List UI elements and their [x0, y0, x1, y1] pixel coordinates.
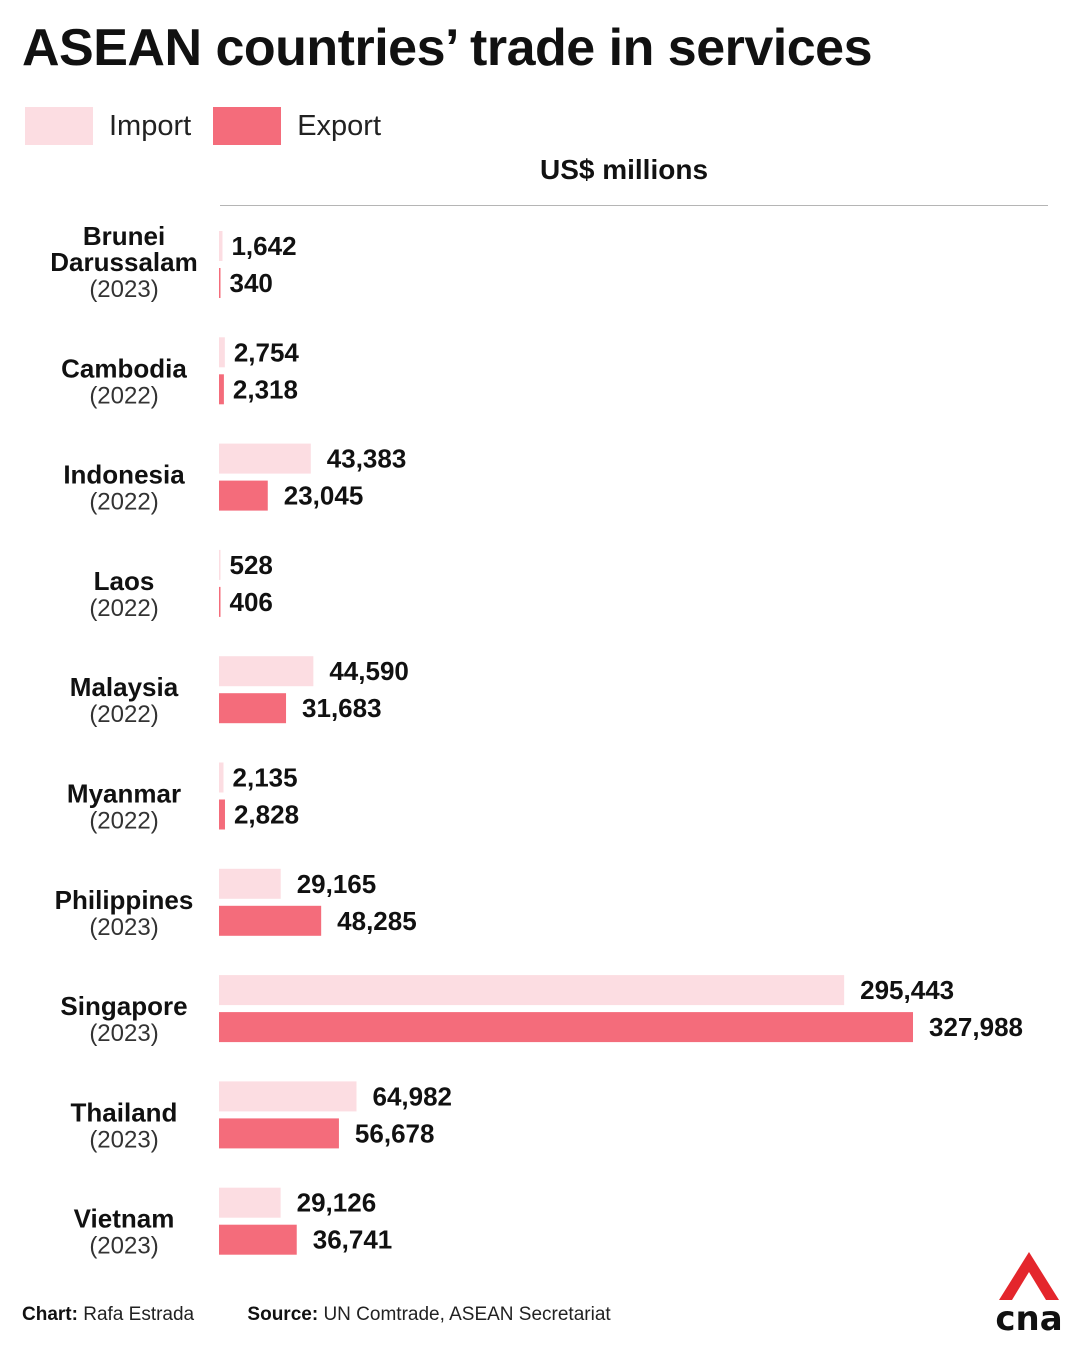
data-label-import: 2,754 — [234, 337, 300, 367]
data-label-export: 406 — [230, 587, 273, 617]
cna-logo: cna — [996, 1252, 1062, 1334]
chart-title: ASEAN countries’ trade in services — [22, 19, 873, 77]
category-label: Vietnam — [74, 1204, 175, 1234]
data-label-export: 56,678 — [355, 1118, 435, 1148]
bar-import — [219, 1187, 281, 1218]
data-label-export: 23,045 — [284, 481, 364, 511]
category-year-label: (2022) — [89, 595, 158, 622]
data-label-export: 31,683 — [302, 693, 382, 723]
data-label-import: 528 — [230, 550, 273, 580]
bar-import — [219, 231, 223, 261]
bar-import — [219, 762, 224, 793]
bar-import — [219, 656, 314, 687]
bar-import — [219, 868, 281, 899]
category-label: Philippines — [55, 885, 194, 915]
data-label-export: 36,741 — [313, 1225, 393, 1255]
category-label: Indonesia — [63, 460, 185, 490]
category-group: Philippines(2023) 29,165 48,285 — [55, 868, 417, 941]
data-label-import: 2,135 — [233, 763, 298, 793]
category-group: Myanmar(2022) 2,135 2,828 — [67, 762, 299, 835]
bar-export — [219, 905, 322, 936]
data-label-export: 340 — [230, 268, 273, 298]
bar-export — [219, 1118, 339, 1149]
category-label: Cambodia — [61, 353, 187, 383]
bar-export — [219, 374, 224, 405]
category-group: Vietnam(2023) 29,126 36,741 — [74, 1187, 393, 1260]
category-label: Thailand — [71, 1097, 178, 1127]
category-year-label: (2022) — [89, 808, 158, 835]
category-group: Singapore(2023) 295,443 327,988 — [60, 975, 1023, 1047]
legend-swatch-export — [213, 107, 282, 145]
data-label-export: 48,285 — [337, 906, 417, 936]
category-year-label: (2022) — [89, 489, 158, 516]
category-group: Laos(2022) 528 406 — [89, 549, 273, 622]
category-label: Singapore — [60, 991, 187, 1021]
data-label-import: 29,126 — [297, 1188, 377, 1218]
category-label: Laos — [94, 566, 155, 596]
chart-credit-author: Rafa Estrada — [83, 1304, 195, 1325]
bar-export — [219, 693, 287, 724]
bar-import — [219, 549, 221, 580]
data-label-export: 2,828 — [234, 800, 299, 830]
category-group: Indonesia(2022) 43,383 23,045 — [63, 443, 407, 516]
legend-label-export: Export — [297, 109, 382, 142]
bar-export — [219, 1224, 297, 1255]
category-year-label: (2023) — [89, 276, 158, 303]
bar-export — [219, 586, 221, 617]
category-year-label: (2023) — [89, 914, 158, 941]
legend: Import Export — [25, 107, 403, 145]
category-year-label: (2022) — [89, 382, 158, 409]
bar-import — [219, 1081, 357, 1112]
logo-mark-icon — [999, 1252, 1059, 1300]
data-label-export: 327,988 — [929, 1012, 1023, 1042]
data-label-import: 44,590 — [329, 656, 409, 686]
data-label-export: 2,318 — [233, 374, 298, 404]
legend-swatch-import — [25, 107, 93, 145]
bar-export — [219, 1012, 913, 1043]
bar-export — [219, 480, 268, 511]
category-year-label: (2022) — [89, 701, 158, 728]
category-label: Myanmar — [67, 779, 181, 809]
bar-import — [219, 337, 225, 368]
category-group: Thailand(2023) 64,982 56,678 — [71, 1081, 452, 1153]
bar-export — [219, 799, 225, 830]
category-year-label: (2023) — [89, 1233, 158, 1260]
data-label-import: 29,165 — [297, 869, 377, 899]
category-year-label: (2023) — [89, 1020, 158, 1047]
unit-label: US$ millions — [539, 154, 709, 185]
data-label-import: 295,443 — [860, 975, 954, 1005]
category-year-label: (2023) — [89, 1126, 158, 1153]
logo-text: cna — [996, 1299, 1062, 1334]
source-text: UN Comtrade, ASEAN Secretariat — [323, 1304, 611, 1325]
chart-credit-label: Chart: — [22, 1304, 78, 1325]
source-label: Source: — [247, 1304, 319, 1325]
bar-export — [219, 268, 221, 298]
top-divider — [220, 205, 1048, 206]
bar-import — [219, 975, 845, 1006]
category-group: Malaysia(2022) 44,590 31,683 — [70, 656, 409, 728]
category-group: Cambodia(2022) 2,754 2,318 — [61, 337, 299, 409]
bar-import — [219, 443, 311, 474]
data-label-import: 64,982 — [372, 1081, 452, 1111]
legend-label-import: Import — [109, 109, 192, 142]
footer: Chart: Rafa Estrada Source: UN Comtrade,… — [22, 1304, 611, 1326]
data-label-import: 1,642 — [231, 231, 296, 261]
category-label: Darussalam — [50, 247, 197, 277]
category-label: Malaysia — [70, 672, 179, 702]
category-label: Brunei — [83, 221, 165, 251]
data-label-import: 43,383 — [327, 444, 407, 474]
